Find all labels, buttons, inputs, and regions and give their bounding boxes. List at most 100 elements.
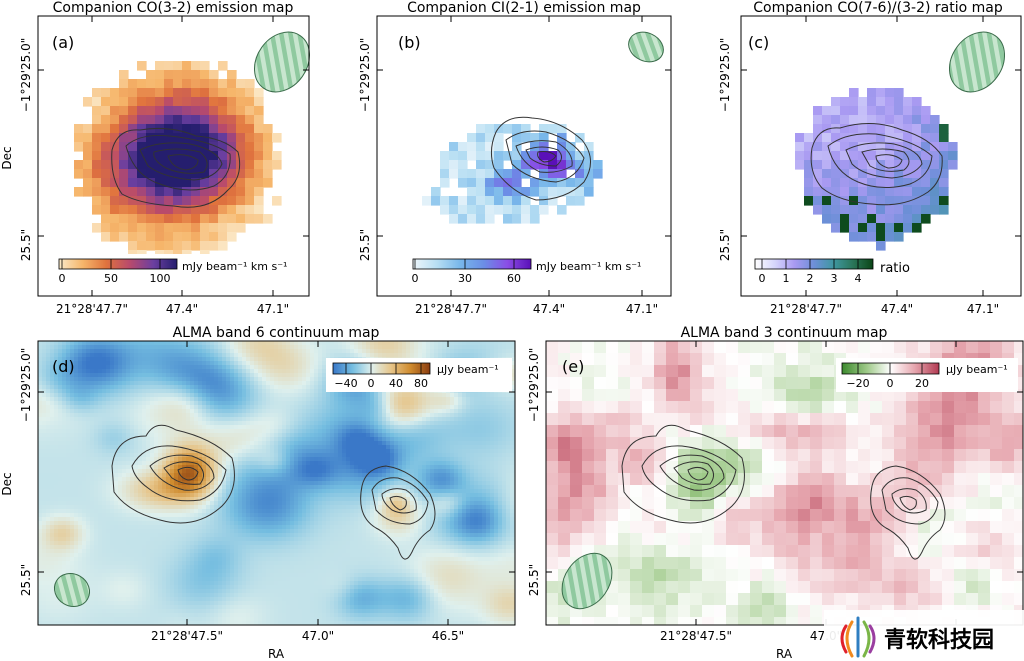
panel-b-heatmap-cell bbox=[584, 187, 594, 197]
panel-d-heatmap-cell bbox=[170, 409, 175, 414]
panel-d-heatmap-cell bbox=[170, 341, 175, 346]
panel-d-heatmap-cell bbox=[170, 389, 175, 394]
panel-d-heatmap-cell bbox=[486, 461, 491, 466]
panel-d-heatmap-cell bbox=[366, 453, 371, 458]
panel-d-heatmap-cell bbox=[502, 433, 507, 438]
panel-d-heatmap-cell bbox=[230, 465, 235, 470]
panel-d-heatmap-cell bbox=[434, 401, 439, 406]
panel-d-heatmap-cell bbox=[38, 465, 43, 470]
panel-d-heatmap-cell bbox=[398, 421, 403, 426]
panel-c-heatmap-cell bbox=[813, 142, 823, 152]
panel-d-heatmap-cell bbox=[38, 401, 43, 406]
panel-c-heatmap-cell bbox=[894, 115, 904, 125]
panel-d-heatmap-cell bbox=[130, 421, 135, 426]
panel-c-heatmap-cell bbox=[921, 205, 931, 215]
panel-d-heatmap-cell bbox=[322, 465, 327, 470]
panel-d-heatmap-cell bbox=[298, 373, 303, 378]
panel-d-heatmap-cell bbox=[242, 345, 247, 350]
panel-d-heatmap-cell bbox=[386, 469, 391, 474]
panel-d-heatmap-cell bbox=[470, 453, 475, 458]
panel-d-heatmap-cell bbox=[114, 345, 119, 350]
panel-d-heatmap-cell bbox=[510, 453, 515, 458]
panel-d-heatmap-cell bbox=[174, 477, 179, 482]
panel-d-heatmap-cell bbox=[438, 437, 443, 442]
panel-d-heatmap-cell bbox=[278, 389, 283, 394]
panel-d-heatmap-cell bbox=[478, 405, 483, 410]
panel-d-heatmap-cell bbox=[90, 477, 95, 482]
panel-d-heatmap-cell bbox=[78, 401, 83, 406]
panel-d-heatmap-cell bbox=[74, 449, 79, 454]
panel-d-heatmap-cell bbox=[234, 425, 239, 430]
panel-d-heatmap-cell bbox=[210, 401, 215, 406]
panel-a-heatmap-cell bbox=[92, 187, 102, 197]
panel-d-heatmap-cell bbox=[162, 349, 167, 354]
panel-d-heatmap-cell bbox=[314, 437, 319, 442]
panel-b-heatmap-cell bbox=[494, 205, 504, 215]
panel-d-heatmap-cell bbox=[198, 441, 203, 446]
panel-d-heatmap-cell bbox=[406, 401, 411, 406]
panel-a-heatmap-cell bbox=[74, 133, 84, 143]
panel-b-heatmap-cell bbox=[557, 169, 567, 179]
panel-c-heatmap-cell bbox=[858, 97, 868, 107]
panel-d-heatmap-cell bbox=[506, 429, 511, 434]
panel-d-heatmap-cell bbox=[498, 397, 503, 402]
panel-d-heatmap-cell bbox=[278, 409, 283, 414]
panel-c-heatmap-cell bbox=[930, 178, 940, 188]
panel-a-heatmap-cell bbox=[128, 88, 138, 98]
panel-d-heatmap-cell bbox=[202, 405, 207, 410]
panel-d-heatmap-cell bbox=[110, 441, 115, 446]
panel-d-heatmap-cell bbox=[402, 421, 407, 426]
panel-a-heatmap-cell bbox=[137, 61, 147, 71]
panel-d-heatmap-cell bbox=[306, 373, 311, 378]
panel-d-heatmap-cell bbox=[46, 433, 51, 438]
panel-c-heatmap-cell bbox=[840, 97, 850, 107]
panel-d-heatmap-cell bbox=[114, 369, 119, 374]
panel-b-heatmap-cell bbox=[431, 196, 441, 206]
panel-d-heatmap-cell bbox=[266, 353, 271, 358]
panel-d-heatmap-cell bbox=[194, 409, 199, 414]
panel-a-heatmap-cell bbox=[137, 106, 147, 116]
panel-d-heatmap-cell bbox=[154, 365, 159, 370]
panel-d-heatmap-cell bbox=[78, 381, 83, 386]
panel-d-heatmap-cell bbox=[50, 361, 55, 366]
panel-d-heatmap-cell bbox=[398, 465, 403, 470]
panel-d-heatmap-cell bbox=[454, 421, 459, 426]
panel-d-heatmap-cell bbox=[342, 453, 347, 458]
panel-d-heatmap-cell bbox=[182, 365, 187, 370]
panel-d-heatmap-cell bbox=[190, 465, 195, 470]
panel-d-heatmap-cell bbox=[358, 445, 363, 450]
panel-d-heatmap-cell bbox=[38, 421, 43, 426]
panel-d-heatmap-cell bbox=[158, 393, 163, 398]
panel-d-heatmap-cell bbox=[406, 473, 411, 478]
panel-d-heatmap-cell bbox=[98, 373, 103, 378]
panel-d-heatmap-cell bbox=[222, 429, 227, 434]
panel-d-heatmap-cell bbox=[442, 345, 447, 350]
panel-d-heatmap-cell bbox=[494, 445, 499, 450]
panel-d-heatmap-cell bbox=[138, 353, 143, 358]
panel-d-heatmap-cell bbox=[206, 401, 211, 406]
panel-d-heatmap-cell bbox=[318, 381, 323, 386]
panel-d-heatmap-cell bbox=[126, 341, 131, 346]
panel-a-heatmap-cell bbox=[146, 169, 156, 179]
panel-c-frame bbox=[740, 15, 1022, 297]
panel-d-heatmap-cell bbox=[286, 349, 291, 354]
panel-d-heatmap-cell bbox=[138, 477, 143, 482]
panel-d-heatmap-cell bbox=[198, 389, 203, 394]
panel-d-heatmap-cell bbox=[258, 461, 263, 466]
panel-d-heatmap-cell bbox=[154, 385, 159, 390]
panel-a-heatmap-cell bbox=[191, 187, 201, 197]
panel-d-heatmap-cell bbox=[194, 381, 199, 386]
panel-a-heatmap-cell bbox=[92, 106, 102, 116]
panel-c-heatmap-cell bbox=[831, 196, 841, 206]
panel-d-heatmap-cell bbox=[442, 465, 447, 470]
panel-d-heatmap-cell bbox=[438, 417, 443, 422]
panel-d-heatmap-cell bbox=[366, 425, 371, 430]
panel-d-heatmap-cell bbox=[170, 373, 175, 378]
panel-d-heatmap-cell bbox=[146, 385, 151, 390]
panel-d-heatmap-cell bbox=[142, 385, 147, 390]
panel-d-heatmap-cell bbox=[66, 369, 71, 374]
panel-a-heatmap-cell bbox=[191, 232, 201, 242]
panel-d-heatmap-cell bbox=[266, 345, 271, 350]
panel-a-heatmap-cell bbox=[218, 160, 228, 170]
panel-a-heatmap-cell bbox=[83, 160, 93, 170]
